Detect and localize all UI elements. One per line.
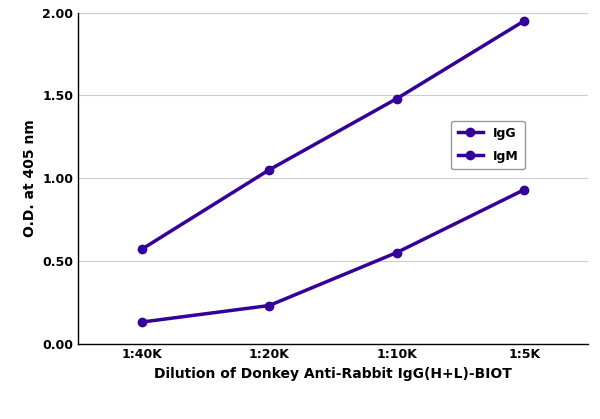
Line: IgM: IgM [137,186,529,326]
IgG [266,167,273,172]
IgM [138,320,145,325]
IgM [266,303,273,308]
IgM [393,250,400,255]
IgG [393,96,400,101]
Line: IgG: IgG [137,17,529,253]
Y-axis label: O.D. at 405 nm: O.D. at 405 nm [23,119,37,237]
X-axis label: Dilution of Donkey Anti-Rabbit IgG(H+L)-BIOT: Dilution of Donkey Anti-Rabbit IgG(H+L)-… [154,367,512,381]
IgG [521,18,528,23]
IgM [521,187,528,192]
IgG [138,247,145,252]
Legend: IgG, IgM: IgG, IgM [451,121,525,169]
